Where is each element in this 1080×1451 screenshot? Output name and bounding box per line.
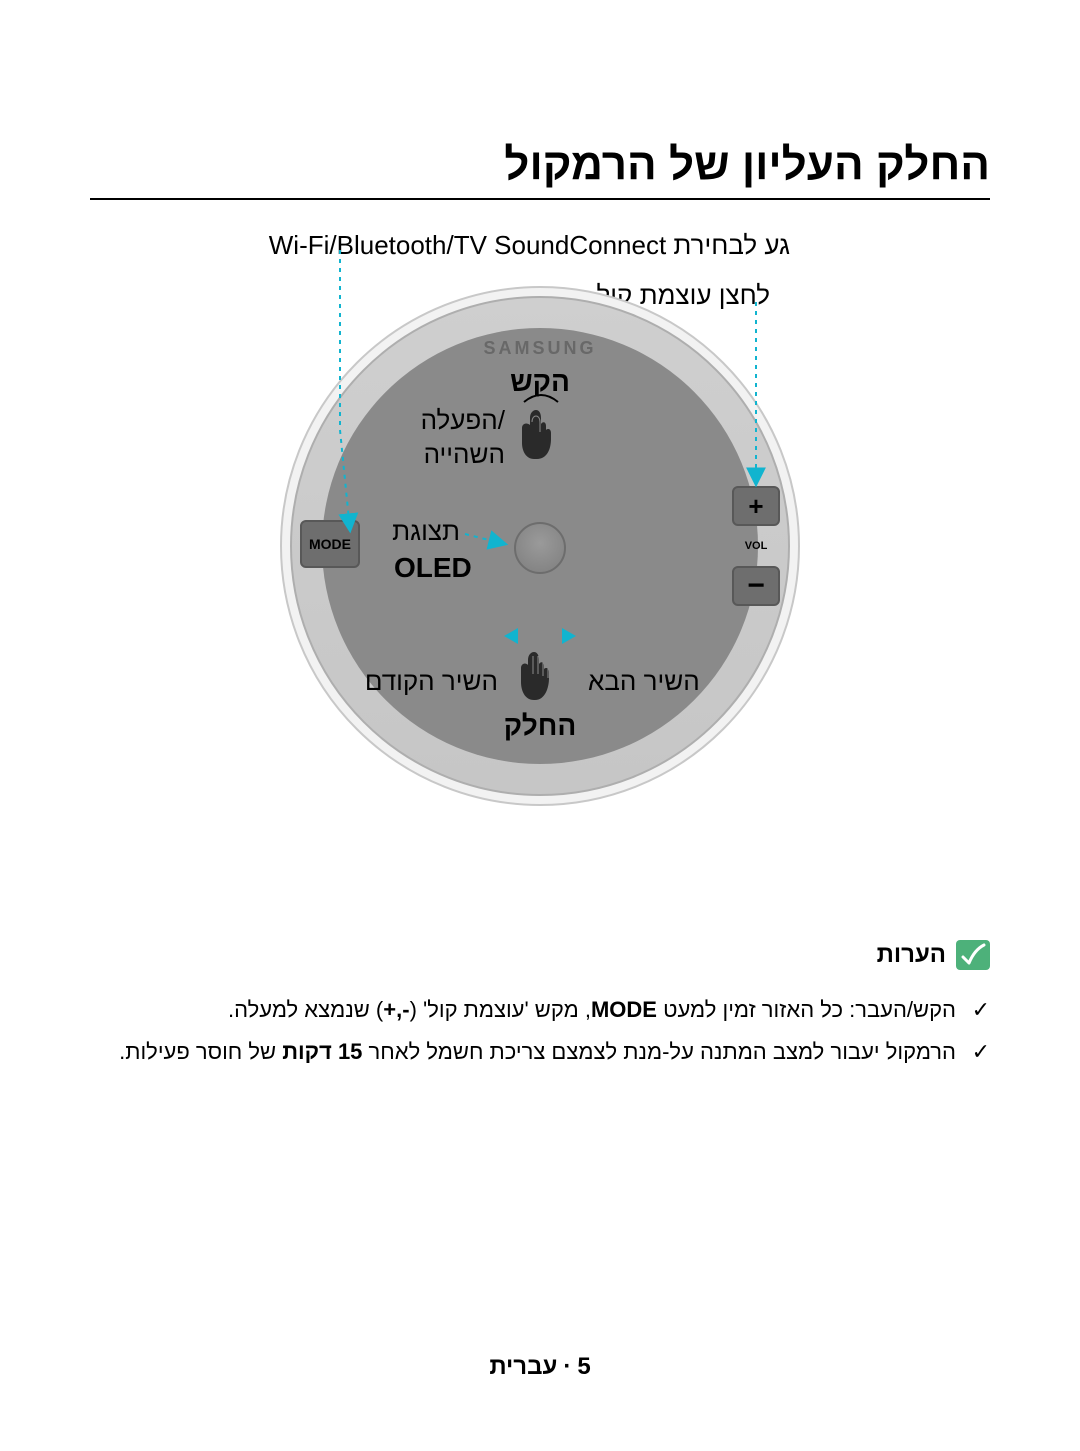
footer-page: 5 <box>577 1353 590 1380</box>
note-bold: -,+ <box>383 997 409 1022</box>
speaker-mesh-icon <box>514 522 566 574</box>
volume-label: VOL <box>745 540 768 552</box>
note-text: ) שנמצא למעלה. <box>228 997 383 1022</box>
hand-tap-icon <box>518 406 564 464</box>
notes-heading: הערות <box>877 940 990 970</box>
tap-arc-icon <box>522 392 560 404</box>
caption-touch-select: גע לבחירת Wi-Fi/Bluetooth/TV SoundConnec… <box>269 230 790 261</box>
brand-logo: SAMSUNG <box>483 338 596 359</box>
note-item: הרמקול יעבור למצב המתנה על-מנת לצמצם צרי… <box>90 1031 990 1073</box>
volume-control: + VOL − <box>732 486 780 606</box>
label-oled: OLED <box>394 552 472 584</box>
swipe-arrows-icon <box>504 628 576 644</box>
label-play-pause-l1: הפעלה/ <box>421 405 505 435</box>
label-play-pause: הפעלה/ השהייה <box>421 404 505 472</box>
hand-swipe-icon <box>518 646 564 704</box>
label-prev-song: השיר הקודם <box>365 666 498 697</box>
page-footer: 5·עברית <box>0 1353 1080 1381</box>
note-text: , מקש 'עוצמת קול' ( <box>410 997 591 1022</box>
label-display: תצוגת <box>392 516 460 547</box>
notes-section: הערות הקש/העבר: כל האזור זמין למעט MODE,… <box>90 940 990 1073</box>
note-text: של חוסר פעילות. <box>119 1039 282 1064</box>
title-rule <box>90 198 990 200</box>
note-text: הרמקול יעבור למצב המתנה על-מנת לצמצם צרי… <box>362 1039 956 1064</box>
speaker-top-diagram: גע לבחירת Wi-Fi/Bluetooth/TV SoundConnec… <box>90 230 990 890</box>
note-text: הקש/העבר: כל האזור זמין למעט <box>657 997 956 1022</box>
notes-title: הערות <box>877 941 946 969</box>
mode-button[interactable]: MODE <box>300 520 360 568</box>
note-item: הקש/העבר: כל האזור זמין למעט MODE, מקש '… <box>90 989 990 1031</box>
arrow-right-icon <box>562 628 576 644</box>
arrow-left-icon <box>504 628 518 644</box>
note-icon <box>956 940 990 970</box>
label-swipe: החלק <box>504 710 577 742</box>
note-bold: 15 דקות <box>282 1039 362 1064</box>
volume-down-button[interactable]: − <box>732 566 780 606</box>
footer-lang: עברית <box>489 1353 557 1380</box>
note-bold: MODE <box>591 997 657 1022</box>
volume-up-button[interactable]: + <box>732 486 780 526</box>
page-title: החלק העליון של הרמקול <box>90 140 990 190</box>
label-next-song: השיר הבא <box>588 666 700 697</box>
label-play-pause-l2: השהייה <box>424 439 505 469</box>
